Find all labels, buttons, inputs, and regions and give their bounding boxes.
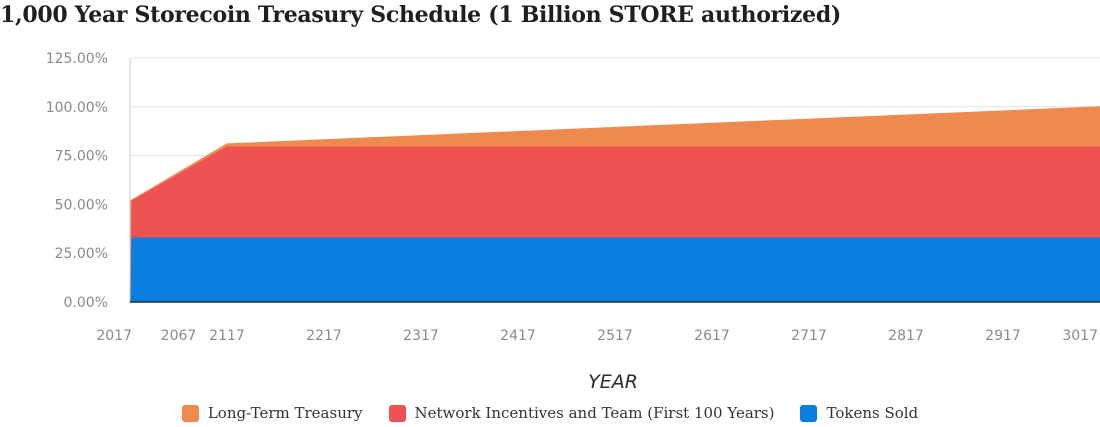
legend-label: Network Incentives and Team (First 100 Y… [414, 404, 775, 422]
x-tick-label: 2217 [306, 328, 342, 344]
legend-swatch [388, 404, 406, 422]
legend-label: Long-Term Treasury [207, 404, 363, 422]
x-tick-label: 2417 [500, 328, 536, 344]
y-tick-label: 125.00% [46, 51, 108, 67]
legend-item[interactable]: Network Incentives and Team (First 100 Y… [388, 404, 775, 422]
y-tick-label: 0.00% [64, 295, 108, 311]
x-tick-label: 2517 [597, 328, 633, 344]
x-axis-title: YEAR [588, 371, 638, 393]
area-series [129, 106, 1100, 303]
legend-swatch [800, 404, 818, 422]
area-tokens-sold [129, 236, 1100, 303]
x-tick-label: 2717 [791, 328, 827, 344]
y-tick-label: 75.00% [55, 149, 108, 165]
area-long-term-treasury [129, 106, 1100, 303]
legend-item[interactable]: Tokens Sold [800, 404, 918, 422]
x-tick-label: 2117 [209, 328, 245, 344]
x-tick-label: 2067 [161, 328, 197, 344]
axes [129, 58, 1100, 303]
x-tick-labels: 2017 2067 2117 2217 2317 2417 2517 2617 2717 2817… [96, 328, 1098, 344]
legend-item[interactable]: Long-Term Treasury [181, 404, 363, 422]
x-tick-label: 2817 [888, 328, 924, 344]
y-tick-label: 25.00% [55, 246, 108, 262]
x-tick-label: 2917 [985, 328, 1021, 344]
chart-title: 1,000 Year Storecoin Treasury Schedule (… [0, 2, 842, 28]
legend-label: Tokens Sold [826, 404, 919, 422]
y-tick-label: 100.00% [46, 100, 108, 116]
x-tick-label: 2017 [96, 328, 132, 344]
y-tick-label: 50.00% [55, 197, 108, 213]
x-tick-label: 2317 [403, 328, 439, 344]
x-tick-label: 3017 [1062, 328, 1098, 344]
x-tick-label: 2617 [694, 328, 730, 344]
legend: Long-Term Treasury Network Incentives and… [0, 404, 1100, 422]
y-tick-labels: 0.00% 25.00% 50.00% 75.00% 100.00% 125.00% [46, 51, 108, 311]
legend-swatch [181, 404, 199, 422]
chart-plot: 0.00% 25.00% 50.00% 75.00% 100.00% 125.00% 20… [46, 51, 1100, 393]
